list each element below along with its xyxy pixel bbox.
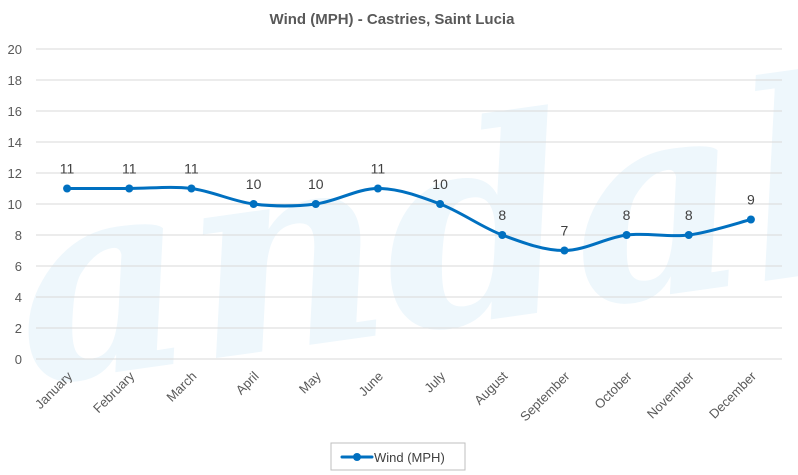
- y-tick-label: 4: [15, 290, 22, 305]
- y-tick-label: 2: [15, 321, 22, 336]
- data-label-january: 11: [60, 161, 75, 177]
- data-label-november: 8: [685, 207, 693, 223]
- y-tick-label: 20: [8, 42, 22, 57]
- data-labels: 11 11 11 10 10 11 10 8 7 8 8 9: [60, 161, 755, 239]
- y-tick-label: 0: [15, 352, 22, 367]
- data-point-april: [249, 200, 258, 208]
- y-tick-label: 8: [15, 228, 22, 243]
- y-tick-label: 18: [8, 73, 22, 88]
- data-label-march: 11: [184, 161, 199, 177]
- y-axis-ticks: 0 2 4 6 8 10 12 14 16 18 20: [8, 42, 22, 367]
- y-tick-label: 14: [8, 135, 22, 150]
- y-tick-label: 16: [8, 104, 22, 119]
- data-label-october: 8: [623, 207, 631, 223]
- data-point-may: [311, 200, 320, 208]
- x-tick-label: November: [644, 368, 697, 421]
- gridlines: [36, 48, 782, 360]
- x-tick-label: October: [591, 368, 635, 412]
- data-point-august: [498, 231, 507, 239]
- data-label-august: 8: [498, 207, 506, 223]
- data-point-march: [187, 184, 196, 193]
- data-point-october: [622, 231, 631, 239]
- data-point-june: [373, 184, 382, 193]
- data-point-november: [684, 231, 693, 239]
- data-label-may: 10: [308, 176, 324, 192]
- data-label-september: 7: [561, 223, 569, 239]
- data-label-june: 11: [371, 161, 386, 177]
- series-layer: [63, 184, 755, 255]
- data-point-september: [560, 246, 569, 255]
- data-label-february: 11: [122, 161, 137, 177]
- y-tick-label: 10: [8, 197, 22, 212]
- data-point-july: [436, 200, 445, 208]
- x-tick-label: December: [706, 368, 759, 421]
- data-label-december: 9: [747, 192, 755, 208]
- data-point-december: [746, 215, 755, 224]
- legend-swatch-marker: [353, 453, 361, 461]
- data-point-february: [125, 184, 134, 193]
- legend-label: Wind (MPH): [374, 450, 445, 465]
- data-point-january: [63, 184, 72, 193]
- data-label-april: 10: [246, 176, 262, 192]
- chart-title: Wind (MPH) - Castries, Saint Lucia: [270, 11, 516, 28]
- y-tick-label: 12: [8, 166, 22, 181]
- y-tick-label: 6: [15, 259, 22, 274]
- legend: Wind (MPH): [330, 442, 466, 471]
- data-label-july: 10: [432, 176, 448, 192]
